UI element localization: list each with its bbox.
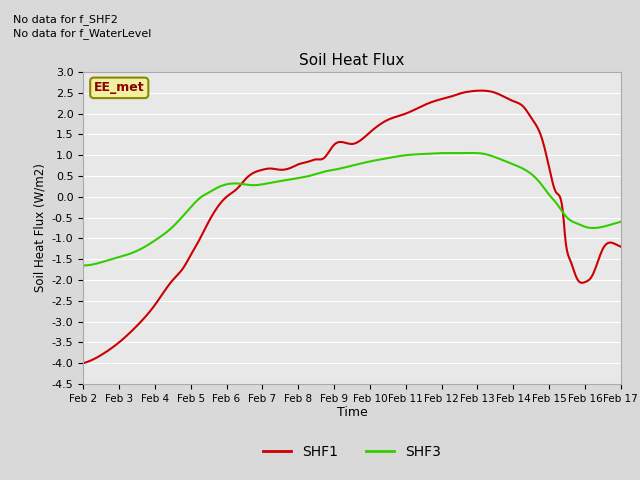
SHF3: [606, 222, 614, 228]
SHF3: [79, 263, 87, 268]
Y-axis label: Soil Heat Flux (W/m2): Soil Heat Flux (W/m2): [33, 164, 46, 292]
SHF3: [339, 165, 347, 171]
X-axis label: Time: Time: [337, 407, 367, 420]
SHF3: [522, 168, 530, 173]
Line: SHF1: SHF1: [83, 91, 621, 363]
Text: No data for f_WaterLevel: No data for f_WaterLevel: [13, 28, 151, 39]
Line: SHF3: SHF3: [83, 153, 621, 265]
SHF3: [336, 166, 344, 171]
SHF3: [617, 219, 625, 225]
SHF3: [371, 157, 379, 163]
Text: EE_met: EE_met: [94, 82, 145, 95]
SHF1: [521, 106, 529, 111]
SHF3: [81, 263, 88, 268]
SHF1: [338, 139, 346, 145]
SHF1: [605, 240, 612, 246]
Text: No data for f_SHF2: No data for f_SHF2: [13, 13, 118, 24]
Legend: SHF1, SHF3: SHF1, SHF3: [258, 439, 446, 465]
SHF1: [335, 139, 342, 145]
Title: Soil Heat Flux: Soil Heat Flux: [300, 53, 404, 68]
SHF1: [399, 112, 407, 118]
SHF3: [401, 153, 408, 158]
SHF1: [617, 244, 625, 250]
SHF1: [371, 126, 378, 132]
SHF1: [477, 88, 484, 94]
SHF3: [467, 150, 475, 156]
SHF1: [79, 360, 87, 366]
